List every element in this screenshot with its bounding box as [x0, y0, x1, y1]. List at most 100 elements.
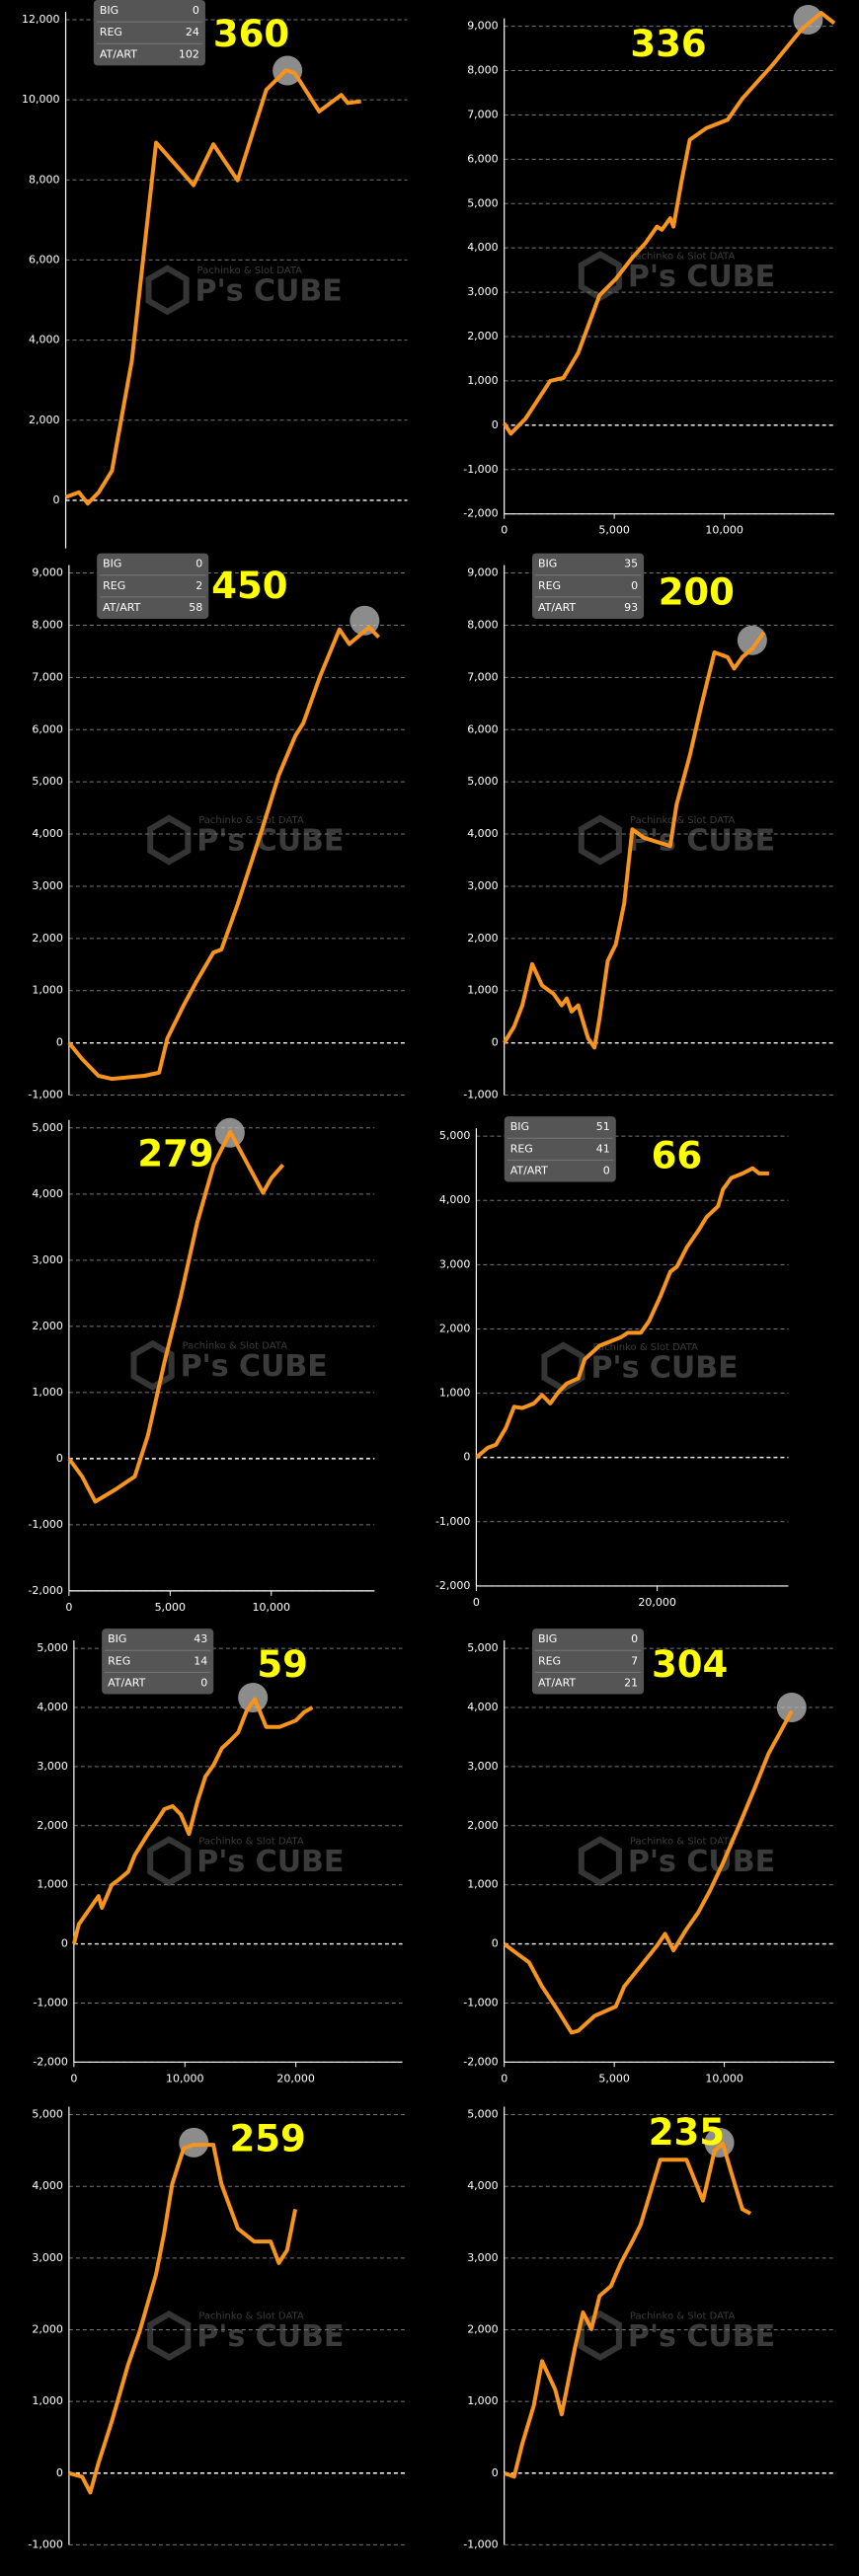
y-tick-label: 2,000 — [32, 2322, 63, 2335]
stats-label: AT/ART — [100, 47, 137, 60]
y-tick-label: -1,000 — [28, 2538, 62, 2550]
y-tick-label: 1,000 — [467, 374, 499, 387]
x-tick-label: 20,000 — [276, 2072, 315, 2084]
y-tick-label: 5,000 — [32, 775, 63, 788]
y-tick-label: -1,000 — [435, 1515, 470, 1528]
y-tick-label: 10,000 — [22, 93, 60, 106]
stats-label: AT/ART — [538, 1676, 576, 1689]
y-tick-label: 2,000 — [29, 414, 60, 426]
highlight — [238, 1683, 269, 1713]
x-tick-label: 10,000 — [253, 1601, 291, 1614]
y-tick-label: 2,000 — [467, 1819, 499, 1832]
highlight — [737, 625, 767, 655]
y-tick-label: 5,000 — [37, 1641, 68, 1654]
y-tick-label: 6,000 — [467, 722, 499, 735]
y-tick-label: 2,000 — [32, 1320, 63, 1332]
y-tick-label: -2,000 — [28, 1584, 62, 1597]
stats-value: 21 — [624, 1676, 638, 1689]
stats-value: 0 — [195, 558, 202, 570]
watermark-logo: P's CUBE — [181, 1349, 328, 1384]
stats-label: REG — [510, 1142, 533, 1155]
y-tick-label: 12,000 — [22, 13, 60, 26]
watermark-logo: P's CUBE — [628, 260, 775, 294]
y-tick-label: 6,000 — [32, 722, 63, 735]
watermark-logo: P's CUBE — [628, 1845, 775, 1879]
x-tick-label: 5,000 — [598, 524, 630, 537]
watermark-icon — [578, 251, 622, 302]
stats-value: 58 — [189, 601, 202, 614]
y-tick-label: 3,000 — [467, 879, 499, 892]
y-tick-label: 3,000 — [32, 1253, 63, 1266]
watermark-logo: P's CUBE — [196, 824, 344, 859]
data-line — [503, 1709, 794, 2035]
y-tick-label: -2,000 — [463, 2055, 498, 2068]
annotation: 336 — [630, 23, 706, 65]
highlight — [776, 1693, 807, 1723]
y-tick-label: -1,000 — [28, 1518, 62, 1531]
stats-label: AT/ART — [538, 601, 576, 614]
stats-value: 93 — [624, 601, 638, 614]
y-tick-label: -1,000 — [28, 1089, 62, 1101]
y-tick-label: 4,000 — [467, 241, 499, 254]
y-tick-label: 5,000 — [467, 1641, 499, 1654]
stats-label: AT/ART — [103, 601, 140, 614]
x-tick-label: 0 — [501, 524, 508, 537]
y-tick-label: 4,000 — [467, 1701, 499, 1713]
y-tick-label: 3,000 — [32, 2251, 63, 2264]
y-tick-label: 1,000 — [32, 2394, 63, 2407]
watermark-icon — [145, 265, 190, 316]
stats-label: AT/ART — [108, 1676, 145, 1689]
x-tick-label: 5,000 — [155, 1601, 187, 1614]
stats-value: 102 — [179, 47, 199, 60]
y-tick-label: 4,000 — [467, 2179, 499, 2192]
stats-label: REG — [108, 1654, 130, 1667]
x-tick-label: 0 — [65, 1601, 72, 1614]
stats-value: 0 — [200, 1676, 207, 1689]
y-tick-label: 3,000 — [467, 285, 499, 298]
y-tick-label: 8,000 — [29, 173, 60, 186]
watermark-top: Pachinko & Slot DATA — [630, 1837, 736, 1848]
y-tick-label: 4,000 — [29, 334, 60, 346]
annotation: 59 — [257, 1643, 308, 1686]
highlight — [704, 2127, 735, 2158]
y-tick-label: 1,000 — [32, 984, 63, 997]
watermark-top: Pachinko & Slot DATA — [630, 815, 736, 826]
stats-value: 7 — [631, 1654, 638, 1667]
highlight — [793, 4, 823, 35]
data-line — [502, 631, 766, 1050]
y-tick-label: 2,000 — [37, 1819, 68, 1832]
stats-value: 24 — [186, 26, 199, 38]
y-tick-label: -1,000 — [463, 463, 498, 476]
stats-box — [504, 1116, 616, 1182]
watermark-top: Pachinko & Slot DATA — [592, 1342, 698, 1353]
y-tick-label: 8,000 — [467, 618, 499, 631]
stats-label: BIG — [108, 1632, 126, 1645]
y-tick-label: 4,000 — [37, 1701, 68, 1713]
y-tick-label: 2,000 — [32, 932, 63, 945]
y-tick-label: 4,000 — [439, 1193, 471, 1206]
stats-value: 41 — [596, 1142, 610, 1155]
y-tick-label: 3,000 — [37, 1760, 68, 1773]
watermark-top: Pachinko & Slot DATA — [198, 1837, 304, 1848]
data-line — [71, 1697, 314, 1945]
y-tick-label: -1,000 — [463, 1996, 498, 2008]
y-tick-label: 1,000 — [467, 1878, 499, 1891]
y-tick-label: -2,000 — [463, 507, 498, 520]
y-tick-label: 0 — [61, 1937, 68, 1950]
stats-value: 14 — [194, 1654, 207, 1667]
y-tick-label: 5,000 — [439, 1129, 471, 1142]
y-tick-label: 4,000 — [32, 1187, 63, 1200]
data-line — [67, 625, 381, 1082]
y-tick-label: 2,000 — [439, 1322, 471, 1334]
stats-box — [531, 553, 645, 619]
watermark-icon — [578, 1836, 622, 1887]
y-tick-label: 3,000 — [467, 2251, 499, 2264]
y-tick-label: -2,000 — [33, 2055, 67, 2068]
y-tick-label: 1,000 — [467, 2394, 499, 2407]
